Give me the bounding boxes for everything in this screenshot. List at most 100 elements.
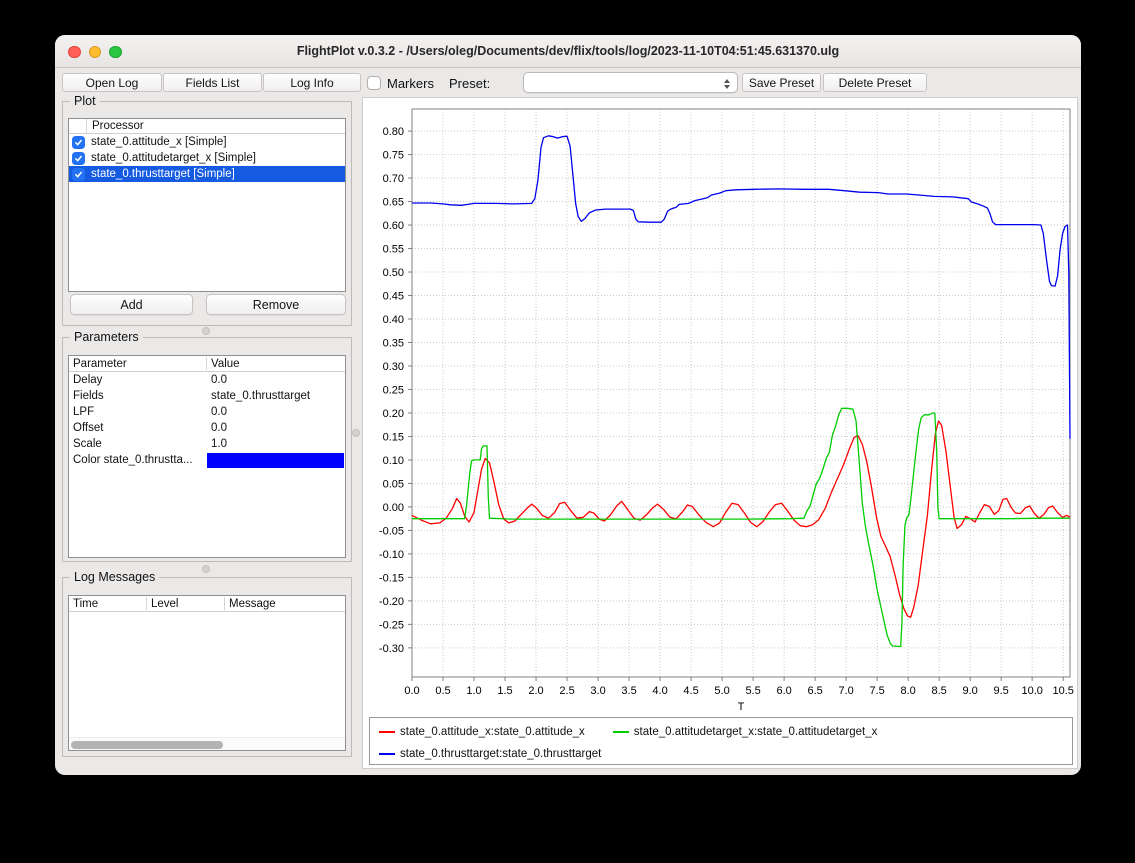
parameters-table[interactable]: Parameter Value Delay0.0Fieldsstate_0.th… xyxy=(68,355,346,558)
legend-label: state_0.attitudetarget_x:state_0.attitud… xyxy=(634,726,878,738)
item-checkbox[interactable] xyxy=(72,136,85,149)
plot-list-item[interactable]: state_0.attitudetarget_x [Simple] xyxy=(69,150,345,166)
parameter-name: Scale xyxy=(73,436,102,452)
log-messages-title: Log Messages xyxy=(70,570,159,585)
svg-text:0.55: 0.55 xyxy=(383,244,404,256)
svg-text:5.0: 5.0 xyxy=(714,685,729,697)
parameters-panel: Parameters Parameter Value Delay0.0Field… xyxy=(62,337,352,562)
processor-column-header: Processor xyxy=(92,120,144,132)
close-button[interactable] xyxy=(68,46,81,59)
save-preset-button[interactable]: Save Preset xyxy=(742,73,821,92)
item-checkbox[interactable] xyxy=(72,152,85,165)
svg-text:-0.20: -0.20 xyxy=(379,596,404,608)
fields-list-button[interactable]: Fields List xyxy=(163,73,262,92)
markers-checkbox[interactable] xyxy=(367,76,381,90)
parameter-value: 0.0 xyxy=(211,420,227,436)
svg-text:0.80: 0.80 xyxy=(383,126,404,138)
svg-text:0.5: 0.5 xyxy=(435,685,450,697)
parameters-panel-title: Parameters xyxy=(70,330,143,345)
processor-list[interactable]: Processor state_0.attitude_x [Simple] sta… xyxy=(68,118,346,292)
log-info-button[interactable]: Log Info xyxy=(263,73,361,92)
svg-text:-0.30: -0.30 xyxy=(379,643,404,655)
parameter-row[interactable]: Scale1.0 xyxy=(69,436,345,452)
svg-text:0.25: 0.25 xyxy=(383,384,404,396)
plot-canvas[interactable]: 0.00.51.01.52.02.53.03.54.04.55.05.56.06… xyxy=(363,98,1077,712)
combo-stepper-icon[interactable] xyxy=(721,75,733,92)
legend-line-swatch xyxy=(379,731,395,733)
svg-text:0.0: 0.0 xyxy=(404,685,419,697)
svg-text:-0.25: -0.25 xyxy=(379,619,404,631)
splitter-handle-top[interactable] xyxy=(202,327,210,335)
item-checkbox[interactable] xyxy=(72,168,85,181)
add-button[interactable]: Add xyxy=(70,294,193,315)
vertical-splitter-handle[interactable] xyxy=(352,429,360,437)
level-column-header: Level xyxy=(151,596,179,612)
remove-button[interactable]: Remove xyxy=(206,294,346,315)
plot-list-item[interactable]: state_0.attitude_x [Simple] xyxy=(69,134,345,150)
svg-text:0.30: 0.30 xyxy=(383,361,404,373)
preset-combobox[interactable] xyxy=(523,72,738,93)
item-label: state_0.attitude_x [Simple] xyxy=(91,136,227,148)
plot-list-item[interactable]: state_0.thrusttarget [Simple] xyxy=(69,166,345,182)
parameter-name: Delay xyxy=(73,372,102,388)
checkbox-column-spacer xyxy=(69,119,87,133)
parameter-row[interactable]: LPF0.0 xyxy=(69,404,345,420)
parameter-row[interactable]: Offset 0.0 xyxy=(69,420,345,436)
svg-text:0.45: 0.45 xyxy=(383,291,404,303)
chart-axis-ticks: 0.00.51.01.52.02.53.03.54.04.55.05.56.06… xyxy=(379,126,1074,697)
log-messages-panel: Log Messages Time Level Message xyxy=(62,577,352,757)
svg-text:3.5: 3.5 xyxy=(621,685,636,697)
chart-grid xyxy=(412,109,1070,677)
svg-text:4.0: 4.0 xyxy=(652,685,667,697)
svg-text:0.65: 0.65 xyxy=(383,197,404,209)
parameter-row[interactable]: Fieldsstate_0.thrusttarget xyxy=(69,388,345,404)
legend-item: state_0.thrusttarget:state_0.thrusttarge… xyxy=(379,743,601,765)
parameter-name: Color state_0.thrustta... xyxy=(73,452,193,468)
parameters-table-header: Parameter Value xyxy=(69,356,345,372)
svg-text:0.60: 0.60 xyxy=(383,220,404,232)
traffic-lights xyxy=(68,46,122,59)
message-column-header: Message xyxy=(229,596,276,612)
svg-text:7.5: 7.5 xyxy=(869,685,884,697)
svg-text:0.50: 0.50 xyxy=(383,267,404,279)
svg-text:0.70: 0.70 xyxy=(383,173,404,185)
svg-text:-0.15: -0.15 xyxy=(379,572,404,584)
horizontal-scrollbar[interactable] xyxy=(69,737,345,750)
zoom-button[interactable] xyxy=(109,46,122,59)
log-messages-table[interactable]: Time Level Message xyxy=(68,595,346,751)
series-state_0.thrusttarget xyxy=(412,136,1070,439)
parameter-column-header: Parameter xyxy=(73,356,127,372)
svg-text:7.0: 7.0 xyxy=(838,685,853,697)
parameter-name: Offset xyxy=(73,420,103,436)
delete-preset-button[interactable]: Delete Preset xyxy=(823,73,927,92)
svg-text:5.5: 5.5 xyxy=(745,685,760,697)
horizontal-scrollbar-thumb[interactable] xyxy=(71,741,223,749)
item-label: state_0.thrusttarget [Simple] xyxy=(91,168,235,180)
open-log-button[interactable]: Open Log xyxy=(62,73,162,92)
svg-text:0.20: 0.20 xyxy=(383,408,404,420)
legend-line-swatch xyxy=(613,731,629,733)
preset-label: Preset: xyxy=(449,68,490,99)
legend-item: state_0.attitude_x:state_0.attitude_x xyxy=(379,721,585,743)
x-axis-label: T xyxy=(738,701,745,712)
parameter-row[interactable]: Delay 0.0 xyxy=(69,372,345,388)
svg-text:2.0: 2.0 xyxy=(528,685,543,697)
svg-text:0.10: 0.10 xyxy=(383,455,404,467)
markers-label: Markers xyxy=(387,68,434,99)
parameter-value: 0.0 xyxy=(211,404,227,420)
color-swatch[interactable] xyxy=(207,453,344,468)
parameter-name: Fields xyxy=(73,388,104,404)
minimize-button[interactable] xyxy=(89,46,102,59)
plot-panel: Plot Processor state_0.attitude_x [Simpl… xyxy=(62,101,352,326)
chart-legend: state_0.attitude_x:state_0.attitude_xsta… xyxy=(369,717,1073,765)
parameter-value: 0.0 xyxy=(211,372,227,388)
svg-text:6.0: 6.0 xyxy=(776,685,791,697)
splitter-handle-bottom[interactable] xyxy=(202,565,210,573)
svg-text:0.05: 0.05 xyxy=(383,478,404,490)
svg-text:9.5: 9.5 xyxy=(994,685,1009,697)
value-column-header: Value xyxy=(211,356,240,372)
svg-text:8.5: 8.5 xyxy=(931,685,946,697)
svg-text:8.0: 8.0 xyxy=(900,685,915,697)
svg-text:0.40: 0.40 xyxy=(383,314,404,326)
parameter-row[interactable]: Color state_0.thrustta... xyxy=(69,452,345,468)
